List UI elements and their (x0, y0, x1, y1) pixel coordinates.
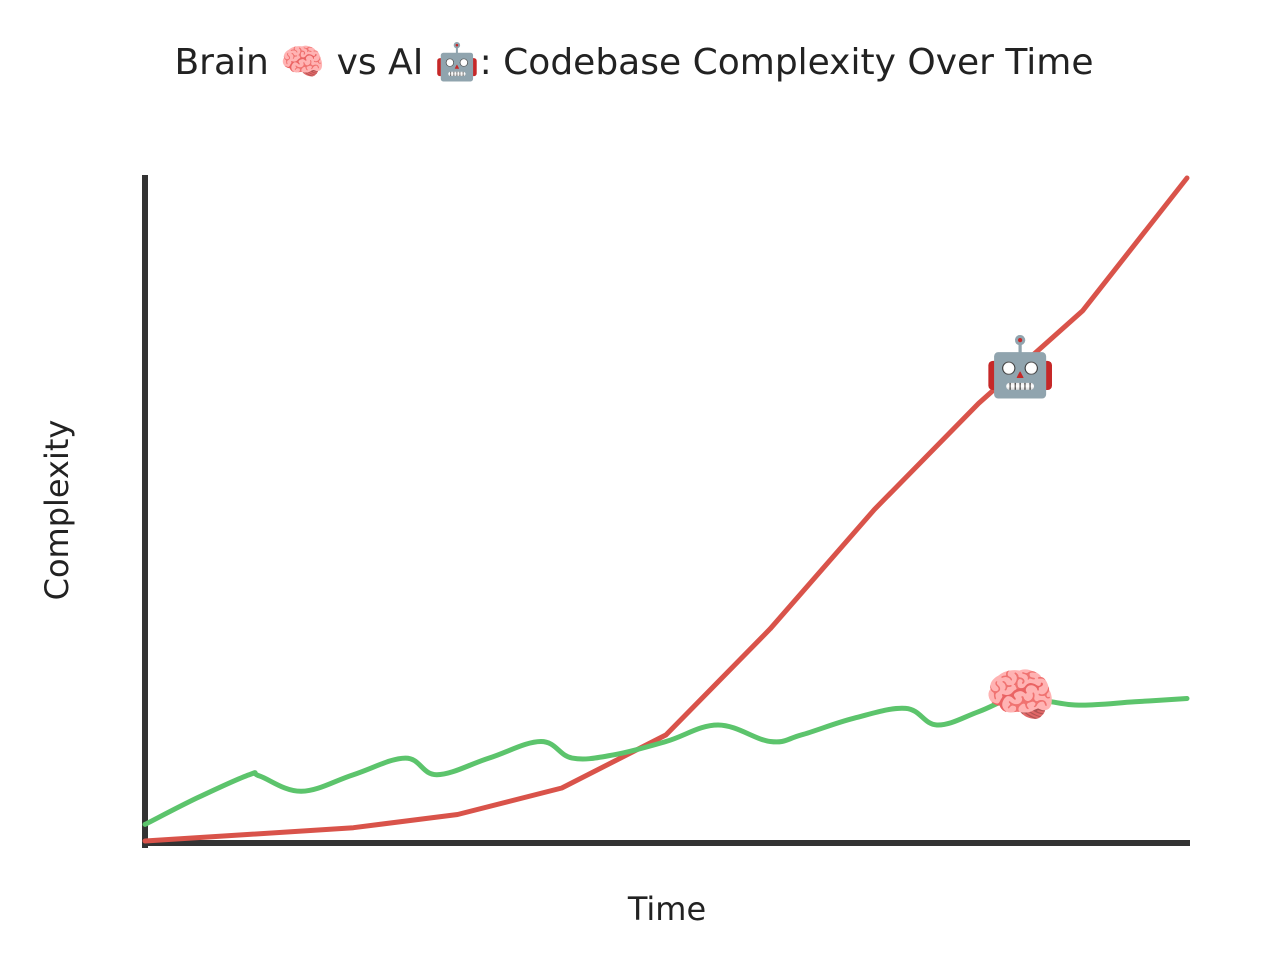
x-axis-label: Time (627, 890, 706, 928)
series-layer (142, 175, 1190, 844)
y-axis-label: Complexity (38, 420, 76, 601)
ai-series-line (142, 175, 1190, 844)
brain-series-line (142, 692, 1190, 827)
marker-layer: 🤖🧠 (984, 332, 1056, 729)
chart-title: Brain 🧠 vs AI 🤖: Codebase Complexity Ove… (174, 41, 1093, 83)
brain-icon: 🧠 (984, 661, 1056, 729)
robot-icon: 🤖 (984, 332, 1056, 400)
